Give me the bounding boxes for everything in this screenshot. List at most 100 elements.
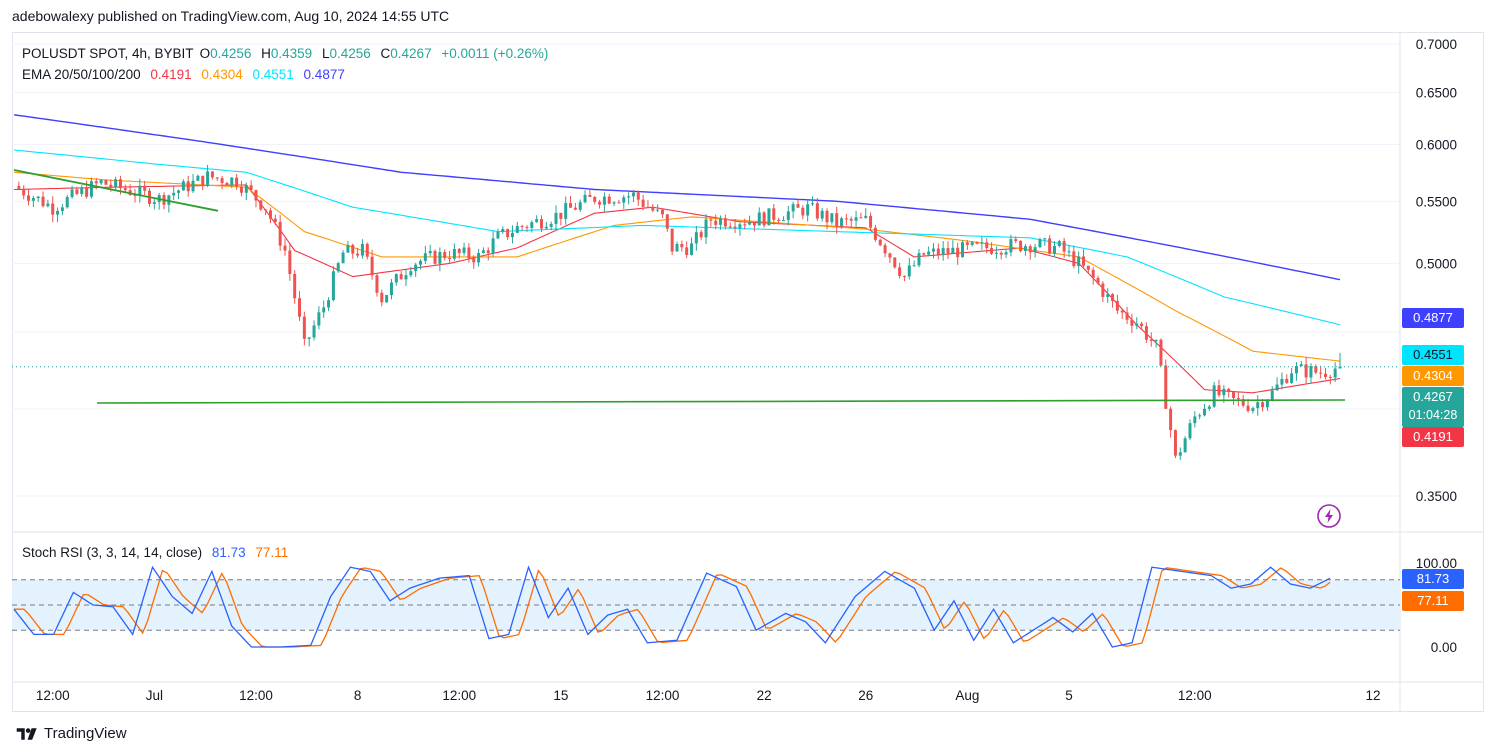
candle-body [1314,366,1318,373]
ema50-tag-text: 0.4304 [1413,368,1453,383]
candles [17,164,1342,460]
rsi-d-price-tag: 77.11 [1402,591,1464,611]
candle-body [138,185,142,196]
candle-body [1004,252,1008,255]
candle-body [1057,241,1061,247]
candle-body [322,307,326,313]
candle-body [830,213,834,223]
candle-body [999,252,1003,255]
candle-body [990,248,994,254]
time-tick-label: 22 [757,688,772,703]
rsi-k-price-tag: 81.73 [1402,569,1464,589]
candle-body [602,196,606,205]
candle-body [1183,438,1187,453]
candle-body [1246,405,1250,411]
candle-body [864,215,868,218]
countdown-text: 01:04:28 [1408,408,1458,422]
candle-body [588,194,592,197]
candle-body [1309,366,1313,378]
candle-body [1062,241,1066,252]
candle-body [181,181,185,191]
candle-body [806,204,810,216]
candle-body [873,227,877,240]
candle-body [515,226,519,233]
candle-body [288,250,292,274]
open-value: 0.4256 [210,46,252,61]
candle-body [264,209,268,211]
candle-body [912,265,916,267]
time-tick-label: Aug [955,688,979,703]
candle-body [249,185,253,191]
candle-body [510,232,514,238]
candle-body [656,209,660,211]
candle-body [907,265,911,277]
candle-body [423,253,427,261]
candle-body [172,192,176,196]
price-tick-label: 0.7000 [1416,37,1457,52]
candle-body [844,218,848,220]
candle-body [17,186,21,189]
candle-body [1328,376,1332,378]
ema200-value: 0.4877 [303,67,345,82]
candle-body [554,212,558,224]
ema-legend: EMA 20/50/100/200 0.4191 0.4304 0.4551 0… [22,67,351,82]
candle-body [404,275,408,280]
candle-body [636,192,640,200]
candle-body [1251,408,1255,411]
candle-body [191,180,195,192]
stoch-rsi-pane [12,565,1400,648]
tradingview-footer[interactable]: TradingView [14,725,127,742]
candle-body [1077,256,1081,267]
candle-body [660,209,664,215]
candle-body [1236,397,1240,400]
publisher-line: adebowalexy published on TradingView.com… [12,8,450,24]
candle-body [356,253,360,256]
time-tick-label: Jul [146,688,163,703]
rsi-k-line [13,565,1331,648]
candle-body [123,188,127,191]
candle-body [970,242,974,245]
candle-body [1144,326,1148,340]
candle-body [60,207,64,211]
candle-body [307,337,311,339]
candle-body [341,252,345,264]
candle-body [791,204,795,212]
candle-body [433,250,437,264]
candle-body [559,212,563,219]
last-price-text: 0.4267 [1413,389,1453,404]
candle-body [312,325,316,338]
candle-body [27,195,31,201]
candle-body [94,181,98,184]
candle-body [573,207,577,210]
symbol-name: POLUSDT SPOT, 4h, BYBIT [22,46,194,61]
candle-body [893,257,897,268]
candle-body [1028,246,1032,253]
candle-body [583,194,587,203]
candle-body [1193,416,1197,424]
ema20-value: 0.4191 [150,67,192,82]
lightning-icon[interactable] [1316,503,1342,529]
ema-line [13,114,1341,281]
candle-body [723,218,727,227]
candle-body [869,215,873,228]
candle-body [738,224,742,229]
candle-body [694,232,698,244]
candle-body [1188,423,1192,439]
candle-body [230,177,234,186]
candle-body [452,248,456,259]
candle-body [902,275,906,277]
ema-line [13,184,1341,394]
candle-body [994,252,998,254]
candle-body [631,192,635,197]
candle-body [1280,378,1284,385]
candle-body [598,201,602,205]
time-tick-label: 5 [1065,688,1073,703]
candle-body [394,274,398,283]
candle-body [675,243,679,252]
candle-body [283,245,287,251]
candle-body [888,253,892,258]
rsi-label: Stoch RSI (3, 3, 14, 14, close) [22,545,203,560]
ema50-value: 0.4304 [201,67,243,82]
rsi-d-value: 77.11 [255,545,289,560]
